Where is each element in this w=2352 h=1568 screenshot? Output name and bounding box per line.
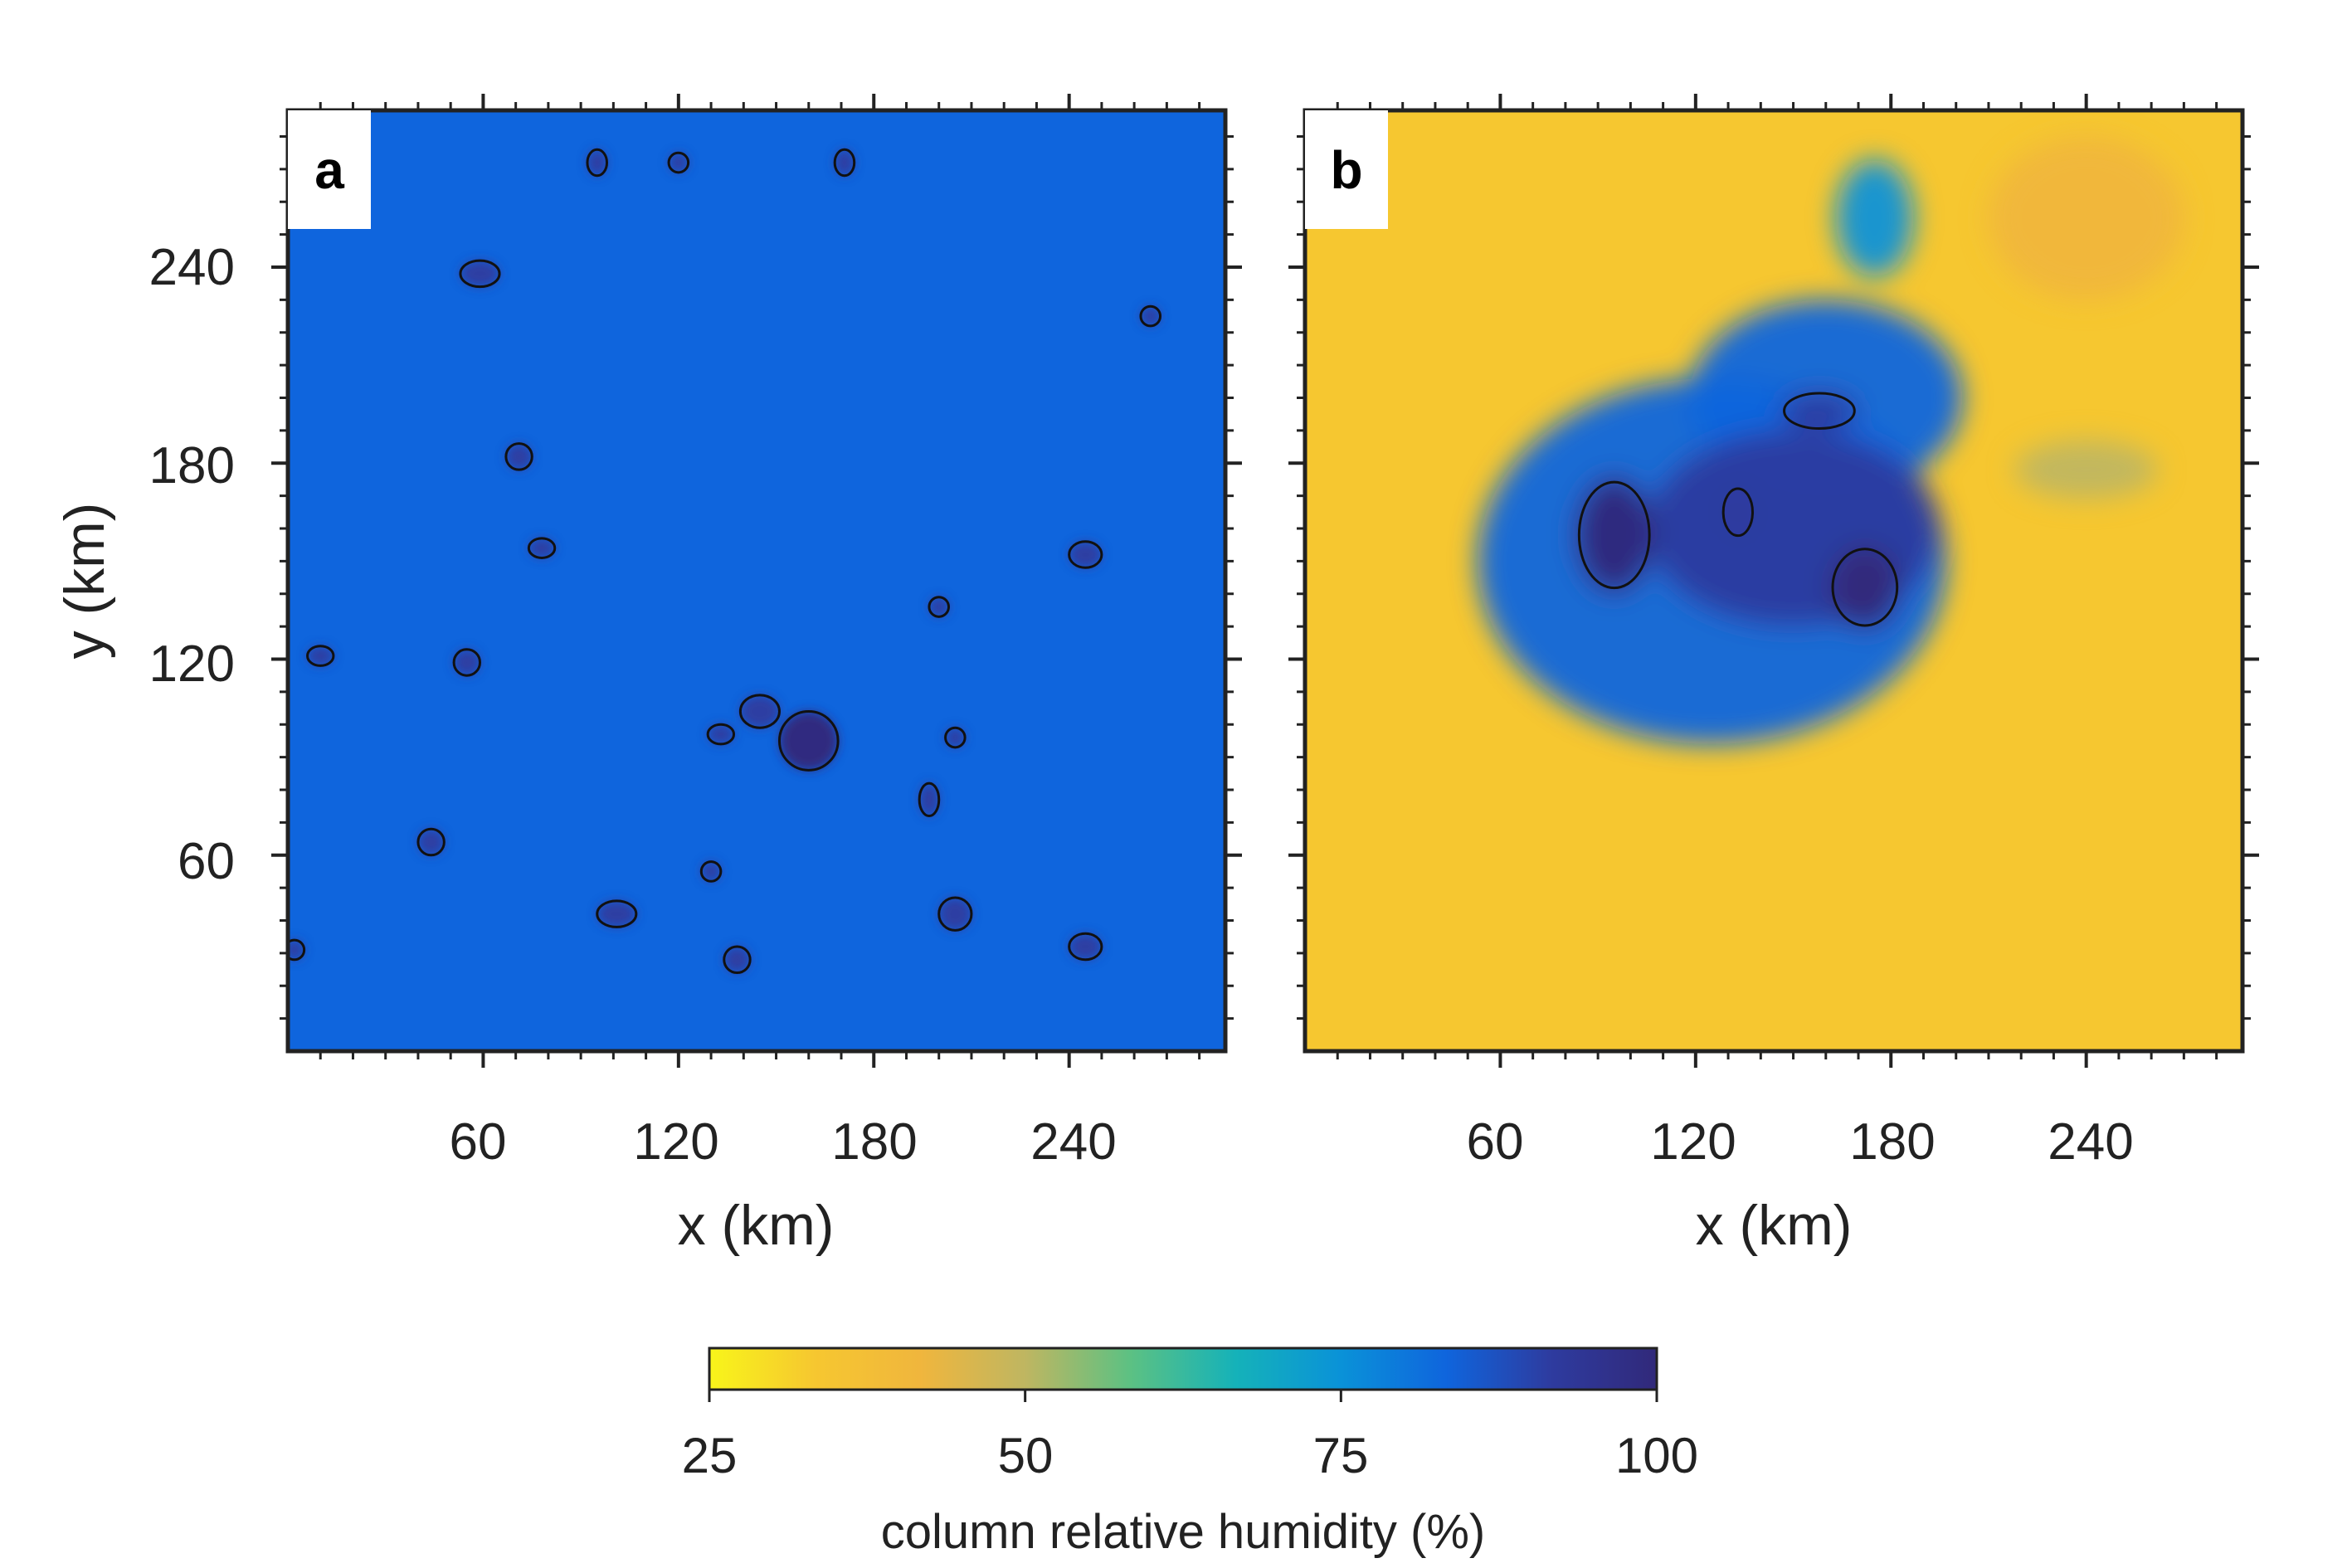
contour-line bbox=[738, 694, 781, 729]
humidity-feature bbox=[528, 538, 555, 558]
contour-line bbox=[1721, 487, 1754, 538]
colorbar-ticks bbox=[708, 1390, 1658, 1402]
colorbar-tick-label: 75 bbox=[1313, 1428, 1369, 1483]
humidity-feature bbox=[288, 940, 304, 960]
panel-a-frame bbox=[285, 108, 1228, 1054]
contour-line bbox=[928, 596, 950, 618]
x-tick-label: 180 bbox=[1849, 1113, 1935, 1171]
contour-line bbox=[699, 860, 723, 883]
contour-line bbox=[833, 148, 856, 178]
y-tick-label: 240 bbox=[149, 239, 235, 296]
humidity-feature bbox=[723, 947, 751, 973]
contour-line bbox=[944, 726, 967, 749]
y-axis-title: y (km) bbox=[53, 503, 116, 660]
x-tick-labels-b: 60 120 180 240 bbox=[1467, 1113, 2134, 1171]
humidity-feature bbox=[505, 443, 533, 470]
humidity-feature bbox=[1780, 391, 1859, 431]
contour-line bbox=[459, 259, 501, 289]
humidity-feature bbox=[307, 645, 334, 666]
x-tick-labels-a: 60 120 180 240 bbox=[450, 1113, 1117, 1171]
humidity-feature bbox=[669, 153, 689, 173]
x-tick-label: 60 bbox=[450, 1113, 507, 1171]
panel-b: b 60 120 180 240 x (km) bbox=[1288, 94, 2259, 1257]
contour-line bbox=[1068, 540, 1103, 569]
humidity-feature bbox=[779, 711, 839, 771]
contour-line bbox=[527, 537, 557, 559]
humidity-feature bbox=[2014, 440, 2158, 499]
humidity-feature bbox=[1835, 159, 1914, 277]
y-tick-label: 180 bbox=[149, 437, 235, 494]
x-tick-label: 120 bbox=[633, 1113, 718, 1171]
heatmap-a bbox=[288, 110, 1225, 1051]
contour-lines-a bbox=[288, 148, 1162, 974]
humidity-feature bbox=[740, 694, 780, 728]
humidity-feature bbox=[1575, 476, 1653, 594]
humidity-feature bbox=[701, 861, 721, 882]
colorbar-title: column relative humidity (%) bbox=[881, 1505, 1485, 1559]
humidity-feature bbox=[460, 261, 500, 287]
contour-line bbox=[288, 938, 306, 962]
contour-line bbox=[452, 648, 481, 677]
humidity-feature bbox=[587, 149, 607, 176]
contour-line bbox=[937, 896, 973, 932]
contour-line bbox=[706, 723, 736, 746]
humidity-feature bbox=[1988, 136, 2184, 300]
contour-line bbox=[1783, 392, 1856, 431]
x-axis-title-b: x (km) bbox=[1696, 1194, 1853, 1257]
contour-line bbox=[1577, 480, 1651, 590]
heatmap-background bbox=[288, 110, 1225, 1051]
contour-line bbox=[1831, 548, 1899, 627]
humidity-feature bbox=[1829, 544, 1902, 631]
colorbar-tick-label: 50 bbox=[998, 1428, 1054, 1483]
humidity-feature bbox=[1069, 541, 1102, 568]
x-tick-label: 60 bbox=[1467, 1113, 1524, 1171]
humidity-feature bbox=[417, 829, 445, 855]
humidity-feature bbox=[708, 724, 734, 744]
panel-b-frame bbox=[1303, 108, 2245, 1054]
ticks-b bbox=[1288, 94, 2259, 1068]
humidity-feature bbox=[1140, 306, 1161, 326]
x-tick-label: 120 bbox=[1650, 1113, 1736, 1171]
colorbar-gradient bbox=[708, 1346, 1658, 1391]
x-tick-label: 240 bbox=[2048, 1113, 2133, 1171]
ticks-a bbox=[271, 94, 1242, 1068]
contour-line bbox=[416, 827, 446, 857]
colorbar-tick-label: 25 bbox=[682, 1428, 738, 1483]
humidity-feature bbox=[835, 149, 855, 176]
contour-line bbox=[1139, 304, 1162, 328]
y-tick-label: 60 bbox=[178, 833, 235, 890]
humidity-feature bbox=[945, 728, 966, 747]
panel-b-label: b bbox=[1330, 140, 1362, 200]
contour-line bbox=[723, 945, 752, 974]
panel-a: a 60 120 180 240 60 120 180 240 x (km) y… bbox=[53, 94, 1242, 1257]
contour-line bbox=[1068, 932, 1103, 962]
x-axis-title-a: x (km) bbox=[678, 1194, 835, 1257]
x-tick-label: 180 bbox=[831, 1113, 917, 1171]
contour-line bbox=[504, 442, 533, 471]
humidity-feature bbox=[919, 783, 939, 816]
heatmap-b bbox=[1305, 110, 2242, 1051]
contour-line bbox=[918, 782, 941, 817]
panel-b-label-box bbox=[1305, 110, 1388, 229]
panel-a-label: a bbox=[314, 140, 344, 200]
contour-line bbox=[586, 148, 609, 178]
humidity-feature bbox=[597, 900, 636, 928]
humidity-feature bbox=[928, 597, 949, 617]
humidity-feature bbox=[454, 649, 480, 676]
y-tick-label: 120 bbox=[149, 635, 235, 693]
humidity-feature bbox=[1721, 485, 1755, 538]
contour-line bbox=[306, 645, 335, 667]
contour-line bbox=[596, 899, 638, 928]
colorbar: 25 50 75 100 column relative humidity (%… bbox=[682, 1346, 1698, 1559]
humidity-feature bbox=[938, 897, 971, 931]
panel-a-label-box bbox=[288, 110, 371, 229]
contour-line bbox=[777, 710, 840, 772]
contour-line bbox=[667, 151, 690, 174]
colorbar-tick-label: 100 bbox=[1615, 1428, 1698, 1483]
y-tick-labels-a: 60 120 180 240 bbox=[149, 239, 235, 890]
humidity-feature bbox=[1069, 933, 1102, 960]
x-tick-label: 240 bbox=[1030, 1113, 1116, 1171]
contour-lines-b bbox=[1577, 392, 1899, 627]
